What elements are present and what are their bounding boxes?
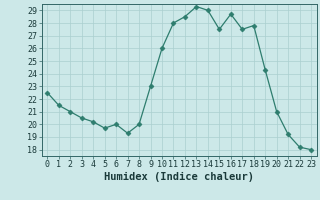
X-axis label: Humidex (Indice chaleur): Humidex (Indice chaleur) <box>104 172 254 182</box>
